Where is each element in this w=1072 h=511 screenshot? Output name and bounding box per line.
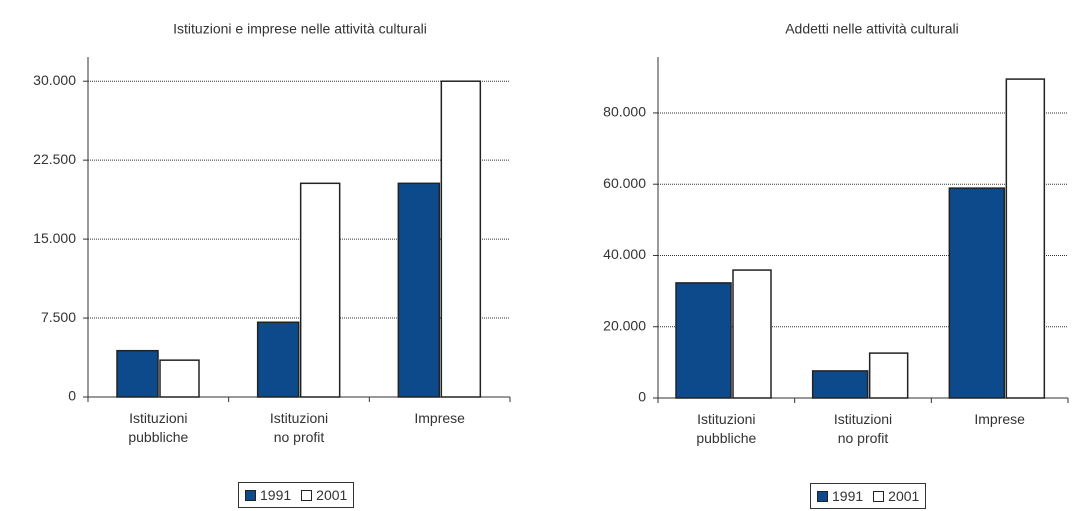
bar: [116, 349, 159, 398]
legend-label: 1991: [260, 487, 292, 503]
y-tick-label: 80.000: [603, 104, 646, 120]
bar: [868, 352, 909, 399]
y-tick-label: 0: [638, 389, 646, 405]
bar: [159, 359, 200, 398]
legend-swatch: [301, 489, 313, 501]
bar: [440, 80, 482, 398]
x-tick-label: Istituzioni no profit: [269, 410, 329, 445]
legend-label: 1991: [832, 488, 864, 504]
y-tick-label: 7.500: [41, 309, 76, 325]
legend: 1991 2001: [238, 482, 355, 508]
y-tick-label: 22.500: [33, 151, 76, 167]
bar: [299, 182, 341, 398]
bar: [397, 182, 441, 398]
y-tick-label: 60.000: [603, 175, 646, 191]
bar: [811, 370, 869, 399]
x-tick-label: Imprese: [414, 410, 465, 426]
legend-swatch: [817, 490, 828, 502]
legend-label: 2001: [316, 487, 348, 503]
y-tick-label: 40.000: [603, 246, 646, 262]
y-tick-label: 15.000: [33, 230, 76, 246]
y-tick-label: 0: [68, 388, 76, 404]
legend-swatch: [245, 489, 256, 501]
bar: [948, 187, 1006, 399]
y-tick-label: 30.000: [33, 72, 76, 88]
bar: [256, 321, 300, 398]
chart-title: Istituzioni e imprese nelle attività cul…: [173, 21, 427, 37]
x-tick-label: Imprese: [974, 411, 1025, 427]
legend: 1991 2001: [810, 483, 927, 509]
bar: [1005, 78, 1046, 399]
chart-title: Addetti nelle attività culturali: [785, 21, 959, 37]
legend-label: 2001: [888, 488, 920, 504]
y-tick-label: 20.000: [603, 317, 646, 333]
bar: [732, 269, 772, 399]
bar: [675, 282, 732, 399]
x-tick-label: Istituzioni pubbliche: [696, 411, 757, 446]
x-tick-label: Istituzioni pubbliche: [128, 410, 189, 445]
legend-swatch: [873, 490, 885, 502]
x-tick-label: Istituzioni no profit: [833, 411, 893, 446]
